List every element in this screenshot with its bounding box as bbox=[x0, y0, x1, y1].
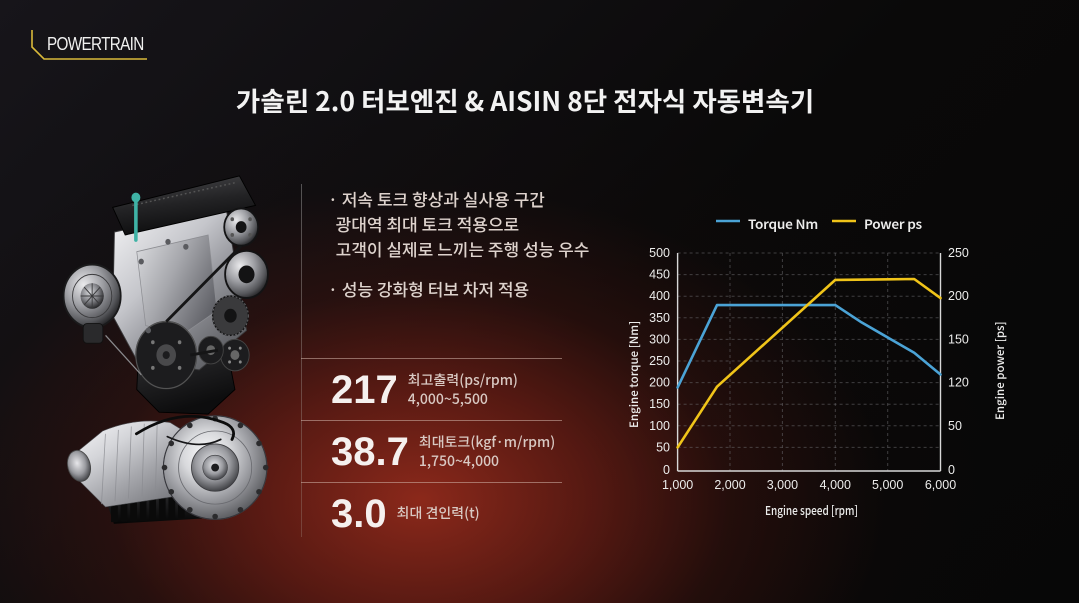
svg-text:350: 350 bbox=[649, 311, 670, 325]
svg-text:450: 450 bbox=[649, 268, 670, 282]
svg-text:0: 0 bbox=[663, 463, 670, 477]
svg-text:0: 0 bbox=[948, 463, 955, 477]
svg-text:250: 250 bbox=[649, 354, 670, 368]
svg-text:120: 120 bbox=[948, 376, 969, 390]
svg-text:200: 200 bbox=[948, 289, 969, 303]
svg-text:6,000: 6,000 bbox=[925, 478, 956, 492]
svg-text:400: 400 bbox=[649, 289, 670, 303]
svg-text:1,000: 1,000 bbox=[662, 478, 693, 492]
svg-text:150: 150 bbox=[649, 397, 670, 411]
svg-text:2,000: 2,000 bbox=[714, 478, 745, 492]
svg-text:50: 50 bbox=[948, 419, 962, 433]
svg-text:150: 150 bbox=[948, 332, 969, 346]
svg-text:500: 500 bbox=[649, 246, 670, 260]
svg-text:50: 50 bbox=[656, 440, 670, 454]
svg-text:250: 250 bbox=[948, 246, 969, 260]
svg-text:200: 200 bbox=[649, 376, 670, 390]
svg-text:5,000: 5,000 bbox=[872, 478, 903, 492]
svg-text:100: 100 bbox=[649, 419, 670, 433]
svg-text:300: 300 bbox=[649, 332, 670, 346]
svg-text:4,000: 4,000 bbox=[820, 478, 851, 492]
svg-text:3,000: 3,000 bbox=[767, 478, 798, 492]
